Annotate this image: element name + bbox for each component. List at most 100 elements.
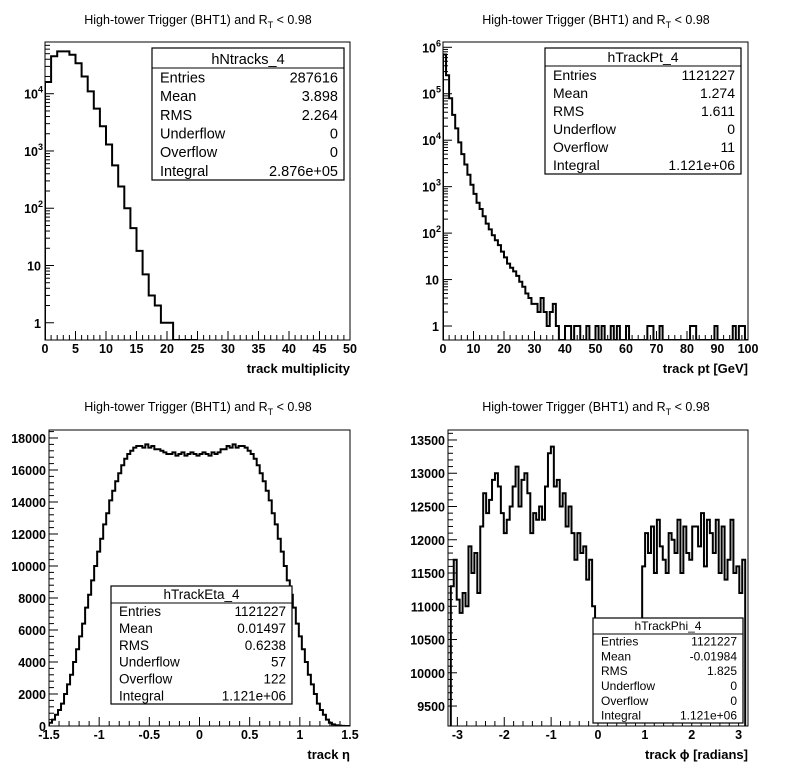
x-tick-label: -3 <box>452 728 463 742</box>
y-tick-base: 10 <box>422 88 436 102</box>
stats-value: 2.264 <box>302 108 338 124</box>
stats-label: Mean <box>601 649 631 663</box>
stats-name: hNtracks_4 <box>211 52 284 68</box>
y-tick-label: 18000 <box>11 432 46 446</box>
y-tick-label: 10 <box>425 274 439 288</box>
stats-value: 1.121e+06 <box>680 709 737 723</box>
y-tick-label: 102 <box>24 199 43 216</box>
stats-label: Overflow <box>119 671 173 686</box>
y-tick-label: 16000 <box>11 464 46 478</box>
stats-value: 0 <box>727 121 735 137</box>
x-tick-label: 100 <box>738 342 759 356</box>
y-tick-label: 14000 <box>11 496 46 510</box>
x-tick-label: 30 <box>221 342 235 356</box>
y-tick-base: 10 <box>422 227 436 241</box>
stats-label: Integral <box>553 157 600 173</box>
stats-label: Entries <box>119 604 161 619</box>
x-tick-label: -2 <box>499 728 510 742</box>
y-tick-label: 105 <box>422 85 441 102</box>
y-tick-label: 103 <box>422 178 441 195</box>
y-tick-label: 104 <box>422 131 441 148</box>
stats-label: Underflow <box>160 127 226 143</box>
y-tick-base: 10 <box>27 260 41 274</box>
y-tick-label: 10 <box>27 260 41 274</box>
stats-name: hTrackPt_4 <box>607 49 678 65</box>
chart-title-sub: T <box>666 20 672 30</box>
y-tick-label: 1 <box>34 317 41 331</box>
y-tick-label: 102 <box>422 224 441 241</box>
stats-label: Mean <box>119 621 153 636</box>
x-tick-label: 25 <box>191 342 205 356</box>
x-tick-label: -0.5 <box>139 728 161 742</box>
y-tick-exp: 3 <box>436 178 441 188</box>
stats-value: -0.01984 <box>690 649 738 663</box>
histogram-line <box>443 53 748 340</box>
y-tick-label: 106 <box>422 38 441 55</box>
chart-title: High-tower Trigger (BHT1) and RT < 0.98 <box>84 400 312 417</box>
stats-value: 3.898 <box>302 89 338 105</box>
stats-value: 1121227 <box>234 604 286 619</box>
x-tick-label: 10 <box>467 342 481 356</box>
chart-title-sub: T <box>268 20 274 30</box>
x-tick-label: 5 <box>72 342 79 356</box>
chart-title-main: High-tower Trigger (BHT1) and R <box>482 13 665 27</box>
stats-value: 122 <box>263 671 286 686</box>
stats-value: 0.6238 <box>245 638 286 653</box>
x-tick-label: 40 <box>558 342 572 356</box>
y-tick-base: 10 <box>24 202 38 216</box>
y-tick-base: 10 <box>425 274 439 288</box>
stats-value: 0 <box>330 145 338 161</box>
y-tick-label: 13500 <box>410 434 445 448</box>
stats-value: 11 <box>720 139 735 155</box>
x-tick-label: 80 <box>680 342 694 356</box>
x-tick-label: 0 <box>440 342 447 356</box>
chart-title-tail: < 0.98 <box>273 400 312 414</box>
y-tick-label: 11500 <box>411 567 445 581</box>
chart-title-tail: < 0.98 <box>671 400 710 414</box>
x-tick-label: 35 <box>252 342 266 356</box>
chart-title: High-tower Trigger (BHT1) and RT < 0.98 <box>482 400 710 417</box>
x-tick-label: 50 <box>343 342 357 356</box>
histogram-line <box>45 50 198 340</box>
chart-title: High-tower Trigger (BHT1) and RT < 0.98 <box>482 13 710 30</box>
histogram-line <box>49 443 350 726</box>
stats-name: hTrackEta_4 <box>163 587 240 602</box>
x-axis-label: track η <box>307 747 350 762</box>
x-tick-label: 1.5 <box>341 728 358 742</box>
y-tick-label: 10000 <box>11 560 46 574</box>
x-tick-label: 30 <box>528 342 542 356</box>
stats-value: 287616 <box>290 71 338 87</box>
stats-value: 0 <box>730 679 737 693</box>
panel-track-pt: High-tower Trigger (BHT1) and RT < 0.98 0… <box>422 13 758 376</box>
x-tick-label: 45 <box>313 342 327 356</box>
x-tick-label: 0 <box>595 728 602 742</box>
stats-box <box>592 617 744 724</box>
panel-track-multiplicity: High-tower Trigger (BHT1) and RT < 0.98 0… <box>24 13 357 376</box>
y-tick-base: 10 <box>422 181 436 195</box>
x-tick-label: 0 <box>42 342 49 356</box>
x-tick-label: 15 <box>130 342 144 356</box>
y-tick-base: 10 <box>422 41 436 55</box>
x-tick-label: 70 <box>650 342 664 356</box>
stats-value: 1.825 <box>707 664 737 678</box>
stats-label: RMS <box>119 638 149 653</box>
x-tick-label: 0 <box>196 728 203 742</box>
x-tick-label: 20 <box>497 342 511 356</box>
stats-label: Overflow <box>601 694 649 708</box>
stats-value: 2.876e+05 <box>269 164 338 180</box>
x-tick-label: 60 <box>619 342 633 356</box>
y-tick-label: 12000 <box>410 534 445 548</box>
stats-label: Entries <box>160 71 205 87</box>
x-tick-label: 20 <box>160 342 174 356</box>
y-tick-exp: 5 <box>436 85 441 95</box>
y-tick-label: 12000 <box>11 528 46 542</box>
y-tick-label: 2000 <box>18 688 46 702</box>
stats-value: 1.121e+06 <box>222 688 286 703</box>
chart-title-tail: < 0.98 <box>671 13 710 27</box>
stats-value: 1.274 <box>700 85 735 101</box>
stats-box <box>110 585 293 705</box>
x-tick-label: 50 <box>589 342 603 356</box>
x-tick-label: 40 <box>282 342 296 356</box>
y-tick-exp: 6 <box>436 38 441 48</box>
